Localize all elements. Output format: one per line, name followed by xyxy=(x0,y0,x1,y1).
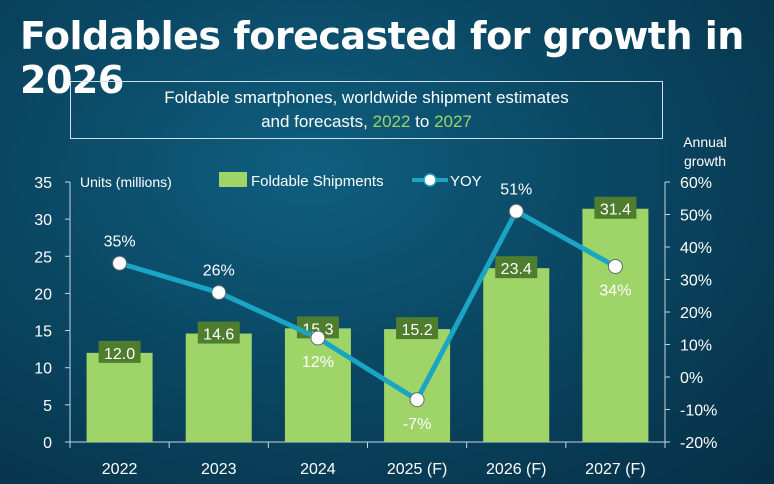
right-tick-label: 20% xyxy=(680,305,712,322)
right-axis-title-line-2: growth xyxy=(684,153,726,169)
yoy-marker xyxy=(409,392,425,408)
left-tick-label: 15 xyxy=(34,324,52,341)
left-tick-label: 35 xyxy=(34,175,52,192)
bar-value-label: 23.4 xyxy=(501,261,532,278)
yoy-marker xyxy=(310,330,326,346)
bar-value-label-bg xyxy=(98,340,141,363)
bar-foldable-shipments xyxy=(483,268,550,442)
legend-line-label: YOY xyxy=(450,173,482,190)
x-tick-label: 2022 xyxy=(102,461,138,478)
yoy-value-label: 26% xyxy=(203,263,235,280)
yoy-line xyxy=(118,208,617,403)
right-tick-label: 50% xyxy=(680,208,712,225)
right-tick-label: 30% xyxy=(680,273,712,290)
bar-value-label: 31.4 xyxy=(600,202,631,219)
bar-value-label: 12.0 xyxy=(104,346,135,363)
left-tick-label: 10 xyxy=(34,361,52,378)
bar-value-label: 15.2 xyxy=(402,322,433,339)
yoy-marker xyxy=(607,259,623,274)
right-tick-label: -20% xyxy=(680,435,717,452)
legend-bar-swatch xyxy=(219,172,247,187)
subtitle-line-2: and forecasts, 2022 to 2027 xyxy=(71,110,662,134)
right-axis-title-line-1: Annual xyxy=(683,134,727,150)
left-tick-label: 25 xyxy=(34,249,52,266)
yoy-value-label: 12% xyxy=(302,354,334,371)
yoy-value-label: 35% xyxy=(104,233,136,250)
x-tick-label: 2026 (F) xyxy=(486,461,546,478)
left-tick-label: 30 xyxy=(34,212,52,229)
legend-line-marker xyxy=(423,173,437,187)
x-tick-label: 2027 (F) xyxy=(585,461,645,478)
bar-value-label-bg xyxy=(396,317,439,340)
yoy-value-label: 51% xyxy=(500,181,532,198)
right-tick-label: 60% xyxy=(680,175,712,192)
yoy-value-label: -7% xyxy=(403,416,431,433)
yoy-marker xyxy=(112,255,128,271)
subtitle-year-start: 2022 xyxy=(372,112,411,131)
subtitle-year-end: 2027 xyxy=(434,112,472,131)
right-tick-label: 10% xyxy=(680,338,712,355)
bar-value-label-bg xyxy=(495,256,538,279)
bar-value-label-bg xyxy=(197,321,240,344)
right-tick-label: -10% xyxy=(680,403,717,420)
chart-subtitle: Foldable smartphones, worldwide shipment… xyxy=(70,81,663,139)
subtitle-line-1: Foldable smartphones, worldwide shipment… xyxy=(164,88,569,107)
yoy-marker xyxy=(508,203,524,219)
right-tick-label: 0% xyxy=(680,370,703,387)
bar-foldable-shipments xyxy=(86,352,153,442)
legend-bar-label: Foldable Shipments xyxy=(251,173,384,190)
subtitle-prefix: and forecasts, xyxy=(261,112,373,131)
yoy-marker xyxy=(211,285,227,300)
left-axis-title: Units (millions) xyxy=(80,174,172,190)
bar-foldable-shipments xyxy=(284,328,351,442)
left-tick-label: 0 xyxy=(43,435,52,452)
bar-value-label-bg xyxy=(594,196,637,219)
subtitle-mid: to xyxy=(410,112,435,131)
x-tick-label: 2023 xyxy=(201,461,237,478)
page-title: Foldables forecasted for growth in 2026 xyxy=(20,14,744,102)
x-tick-label: 2025 (F) xyxy=(387,461,447,478)
bar-foldable-shipments xyxy=(185,333,252,442)
bar-foldable-shipments xyxy=(582,208,649,442)
yoy-value-label: 34% xyxy=(599,283,631,300)
bar-value-label: 14.6 xyxy=(203,327,234,344)
left-tick-label: 5 xyxy=(43,398,52,415)
left-tick-label: 20 xyxy=(34,286,52,303)
x-tick-label: 2024 xyxy=(300,461,336,478)
right-tick-label: 40% xyxy=(680,240,712,257)
